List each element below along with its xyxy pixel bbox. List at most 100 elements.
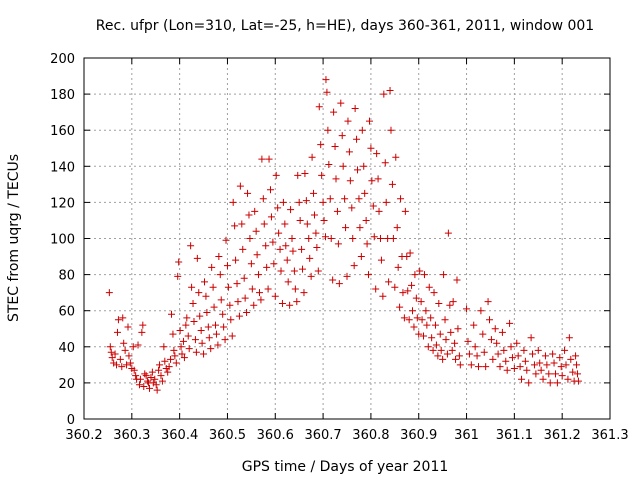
data-point	[441, 316, 449, 324]
data-point	[203, 309, 211, 317]
data-point	[408, 281, 416, 289]
data-point	[329, 276, 337, 284]
data-point	[140, 383, 148, 391]
x-tick-label: 361.3	[591, 428, 628, 443]
data-point	[341, 195, 349, 203]
data-point	[573, 361, 581, 369]
data-point	[149, 379, 157, 387]
data-point	[473, 352, 481, 360]
data-point	[167, 355, 175, 363]
data-point	[207, 345, 215, 353]
data-point	[562, 361, 570, 369]
data-point	[169, 330, 177, 338]
data-point	[168, 310, 176, 318]
data-point	[123, 361, 131, 369]
data-point	[247, 260, 255, 268]
data-point	[253, 251, 261, 259]
data-point	[141, 370, 149, 378]
y-axis-title: STEC from uqrg / TECUs	[6, 154, 22, 322]
data-point	[132, 372, 140, 380]
data-point	[401, 207, 409, 215]
x-tick-label: 360.5	[209, 428, 246, 443]
data-point	[494, 350, 502, 358]
data-point	[322, 76, 330, 84]
data-point	[477, 307, 485, 315]
data-point	[119, 314, 127, 322]
data-point	[155, 366, 163, 374]
data-point	[362, 216, 370, 224]
data-point	[370, 233, 378, 241]
data-point	[413, 314, 421, 322]
data-point	[365, 117, 373, 125]
data-point	[331, 142, 339, 150]
data-point	[110, 359, 118, 367]
data-point	[428, 334, 436, 342]
data-point	[503, 366, 511, 374]
data-point	[315, 103, 323, 111]
data-point	[467, 361, 475, 369]
data-point	[574, 377, 582, 385]
data-point	[337, 99, 345, 107]
y-tick-label: 140	[50, 160, 75, 175]
data-point	[373, 150, 381, 158]
data-point	[454, 325, 462, 333]
data-point	[470, 321, 478, 329]
data-point	[324, 126, 332, 134]
data-point	[541, 352, 549, 360]
data-point	[294, 171, 302, 179]
data-point	[498, 328, 506, 336]
data-point	[405, 316, 413, 324]
data-point	[183, 314, 191, 322]
data-point	[361, 189, 369, 197]
data-point	[263, 263, 271, 271]
data-point	[453, 276, 461, 284]
data-point	[198, 339, 206, 347]
data-point	[310, 211, 318, 219]
data-point	[160, 343, 168, 351]
data-point	[165, 363, 173, 371]
data-point	[346, 177, 354, 185]
data-point	[339, 162, 347, 170]
data-point	[226, 301, 234, 309]
data-point	[357, 253, 365, 261]
data-point	[262, 242, 270, 250]
data-point	[381, 159, 389, 167]
data-point	[491, 325, 499, 333]
data-point	[289, 247, 297, 255]
data-point	[157, 372, 165, 380]
data-point	[184, 332, 192, 340]
data-point	[269, 238, 277, 246]
data-point	[192, 348, 200, 356]
data-point	[400, 314, 408, 322]
data-point	[234, 298, 242, 306]
data-point	[436, 330, 444, 338]
data-point	[204, 323, 212, 331]
x-tick-label: 360.6	[257, 428, 294, 443]
y-tick-label: 160	[50, 124, 75, 139]
x-tick-label: 360.7	[304, 428, 341, 443]
y-tick-label: 100	[50, 233, 75, 248]
data-point	[556, 354, 564, 362]
data-point	[177, 343, 185, 351]
data-point	[164, 368, 172, 376]
data-point	[321, 233, 329, 241]
data-point	[179, 337, 187, 345]
data-point	[265, 155, 273, 163]
data-point	[417, 298, 425, 306]
data-point	[306, 254, 314, 262]
data-point	[287, 206, 295, 214]
data-point	[106, 343, 114, 351]
data-point	[307, 272, 315, 280]
data-point	[195, 289, 203, 297]
data-point	[409, 307, 417, 315]
data-point	[120, 339, 128, 347]
data-point	[330, 108, 338, 116]
data-point	[310, 189, 318, 197]
data-point	[148, 368, 156, 376]
data-point	[508, 354, 516, 362]
data-point	[301, 170, 309, 178]
data-point	[456, 361, 464, 369]
data-point	[302, 197, 310, 205]
data-point	[271, 292, 279, 300]
data-point	[284, 278, 292, 286]
